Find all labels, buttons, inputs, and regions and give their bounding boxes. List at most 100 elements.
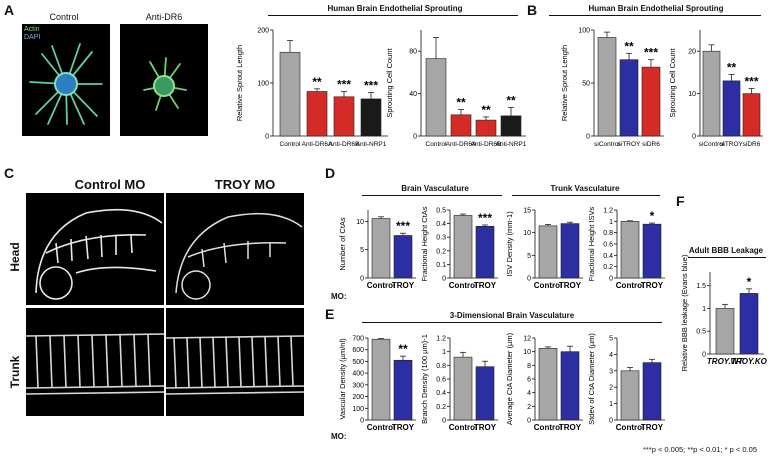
panel-letter-c: C: [4, 165, 15, 181]
y-axis-label: Relative BBB leakage (Evans blue): [680, 254, 689, 371]
x-tick-label: Anti-DR6B: [471, 141, 502, 148]
x-tick-label: siDR6: [642, 141, 660, 148]
x-tick-label: siTROY: [618, 141, 641, 148]
title-a-underline: [268, 15, 518, 16]
panel-letter-d: D: [325, 165, 336, 181]
chart-branch-density: Branch Density (100 µm)-1 0 0.2 0.4 0.6 0.8 1 1…: [420, 334, 498, 432]
y-tick-label: 1: [609, 219, 613, 226]
x-tick-label: Control: [426, 141, 448, 148]
y-tick-label: 0: [527, 276, 531, 283]
micrograph-label-control: Control: [49, 12, 79, 22]
x-tick-label: siControl: [594, 141, 620, 148]
bar: [475, 366, 495, 421]
micrograph-troy-head: [166, 193, 304, 305]
stain-label-actin: Actin: [24, 26, 40, 33]
bar: [597, 37, 617, 137]
bar: [619, 59, 639, 137]
sprouting-spheroid-control: [29, 43, 103, 125]
y-tick-label: 400: [352, 371, 364, 378]
x-tick-label: siTROY: [720, 141, 743, 148]
bar: [702, 50, 721, 137]
bar: [371, 338, 391, 421]
y-axis-label: Fractional Height ISVs: [587, 206, 596, 281]
bar: [393, 235, 413, 279]
x-tick-label: Anti-NRP1: [496, 141, 527, 148]
y-tick-label: 0.1: [436, 262, 446, 269]
chart-bbb-leakage: Relative BBB leakage (Evans blue) 0 0.5 1 1.…: [680, 254, 768, 371]
y-tick-label: 2: [609, 385, 613, 392]
chart-sprout-length-b: Relative Sprout Length 0 50 100 siControl ** s…: [560, 28, 664, 148]
y-tick-label: 0: [609, 276, 613, 283]
chart-vascular-density: Vascular Density (µm/nl) 0 100 200 300 400 500…: [338, 336, 416, 432]
y-tick-label: 200: [352, 394, 364, 401]
y-tick-label: 10: [523, 230, 531, 237]
y-tick-label: 200: [257, 28, 269, 35]
significance-marker: **: [727, 61, 737, 75]
y-tick-label: 8: [527, 363, 531, 370]
significance-marker: **: [312, 75, 322, 89]
y-tick-label: 0.2: [436, 404, 446, 411]
y-tick-label: 600: [352, 347, 364, 354]
bar: [642, 362, 662, 421]
y-tick-label: 3: [609, 368, 613, 375]
y-tick-label: 0.6: [603, 242, 613, 249]
bar: [279, 51, 301, 137]
y-tick-label: 10: [688, 91, 696, 98]
y-tick-label: 0: [609, 418, 613, 425]
bar: [360, 98, 382, 137]
y-tick-label: 0: [586, 134, 590, 141]
x-tick-label: TROY: [641, 281, 664, 290]
bar: [453, 356, 473, 421]
mo-prefix-d: MO:: [331, 292, 347, 301]
title-d-brain: Brain Vasculature: [401, 184, 469, 193]
y-axis-label: Sprouting Cell Count: [668, 47, 677, 117]
panel-letter-e: E: [325, 306, 335, 322]
x-tick-label: TROY: [474, 423, 497, 432]
micrograph-control: Actin DAPI: [22, 24, 110, 136]
y-tick-label: 80: [409, 49, 417, 56]
y-tick-label: 5: [360, 247, 364, 254]
x-tick-label: TROY: [559, 281, 582, 290]
row-label-trunk: Trunk: [8, 355, 22, 389]
x-tick-label: Anti-DR6A: [302, 141, 333, 148]
x-tick-label: Anti-DR6B: [329, 141, 360, 148]
title-f: Adult BBB Leakage: [688, 246, 764, 255]
bar: [371, 218, 391, 279]
y-tick-label: 100: [257, 81, 269, 88]
significance-marker: **: [481, 103, 491, 117]
y-tick-label: 0.4: [436, 221, 446, 228]
y-tick-label: 0.4: [436, 390, 446, 397]
bar: [739, 293, 759, 355]
bar: [538, 225, 558, 279]
micrograph-label-anti-dr6: Anti-DR6: [145, 12, 183, 22]
bar: [722, 80, 741, 137]
y-tick-label: 1: [442, 349, 446, 356]
bar: [450, 114, 472, 137]
y-tick-label: 0.5: [696, 329, 706, 336]
bar: [475, 226, 495, 279]
x-tick-label: Control: [367, 281, 395, 290]
significance-marker: ***: [744, 75, 758, 89]
head-vasculature-control: [35, 208, 163, 300]
x-tick-label: Anti-NRP1: [356, 141, 387, 148]
y-tick-label: 6: [527, 377, 531, 384]
x-tick-label: TROY.WT: [707, 357, 744, 366]
title-f-underline: [688, 257, 766, 258]
chart-average-cta-diameter: Average CtA Diameter (µm) 0 2 4 6 8 10 12 Contro…: [505, 332, 583, 432]
y-tick-label: 20: [688, 49, 696, 56]
y-tick-label: 0.3: [436, 235, 446, 242]
title-a: Human Brain Endothelial Sprouting: [327, 4, 463, 13]
bar: [306, 91, 328, 137]
x-tick-label: TROY: [559, 423, 582, 432]
bar: [742, 93, 761, 137]
y-tick-label: 4: [609, 352, 613, 359]
x-tick-label: Anti-DR6A: [446, 141, 477, 148]
title-d-trunk: Trunk Vasculature: [550, 184, 620, 193]
significance-marker: **: [456, 96, 466, 110]
bar: [538, 347, 558, 421]
y-tick-label: 0.5: [436, 208, 446, 215]
y-tick-label: 0.4: [603, 253, 613, 260]
y-axis-label: Number of CtAs: [338, 217, 347, 271]
y-tick-label: 700: [352, 336, 364, 343]
